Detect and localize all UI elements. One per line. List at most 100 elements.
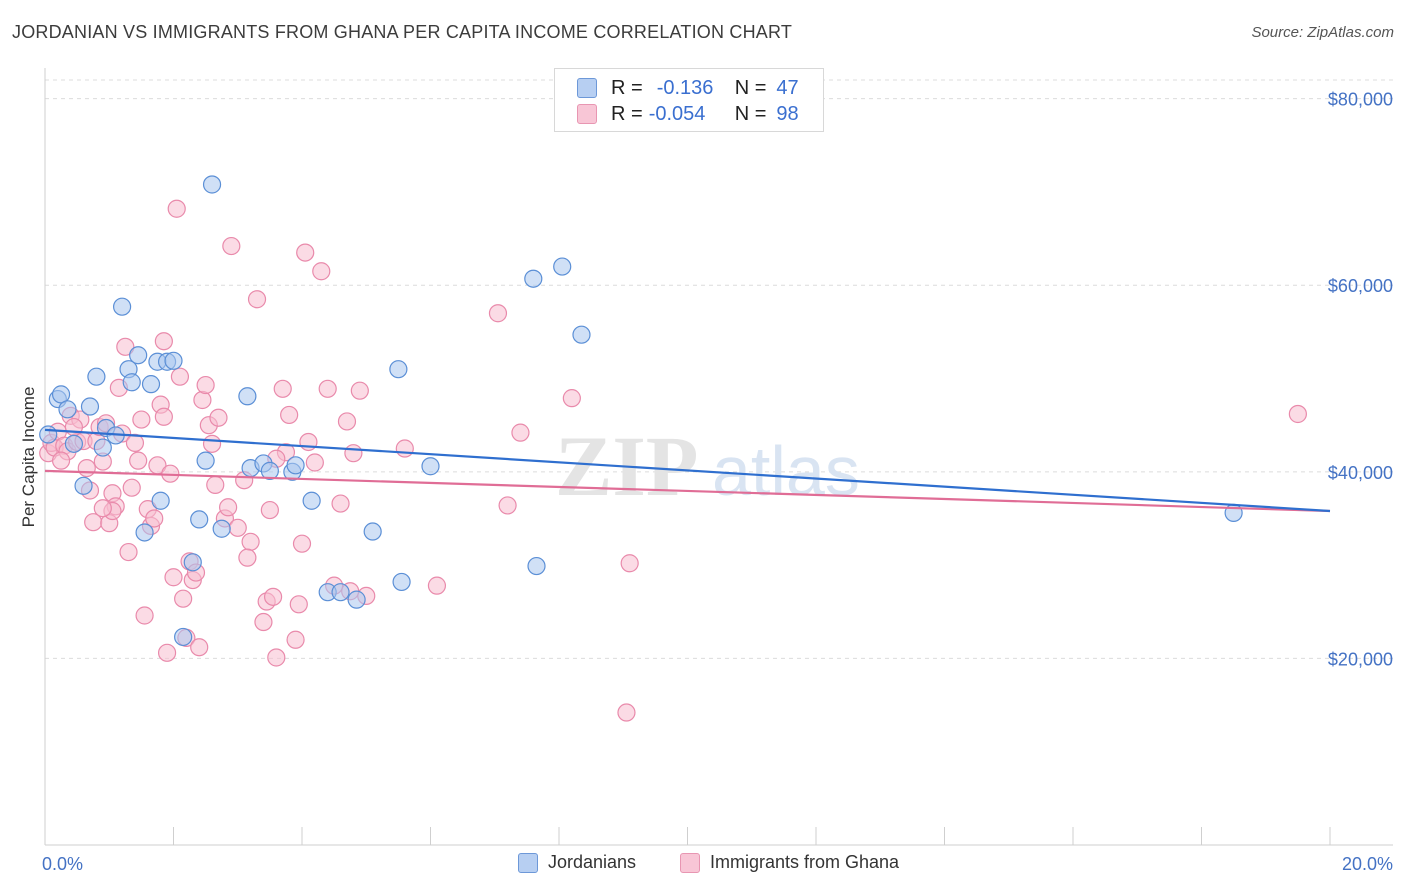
legend-swatch-pink [680, 852, 700, 873]
chart-title: JORDANIAN VS IMMIGRANTS FROM GHANA PER C… [12, 22, 793, 42]
data-point [302, 491, 321, 510]
data-point [141, 375, 161, 394]
data-point [145, 509, 164, 528]
r-label: R = [611, 76, 643, 99]
data-point [202, 434, 222, 453]
data-point [157, 643, 177, 662]
data-point [363, 522, 382, 541]
y-tick-label: $20,000 [1328, 649, 1393, 669]
y-tick-label: $40,000 [1328, 463, 1393, 483]
data-point [122, 373, 141, 392]
data-point [524, 269, 543, 288]
data-point [318, 379, 337, 398]
r-value: -0.136 [656, 76, 714, 99]
data-point [286, 630, 305, 649]
data-point [238, 548, 257, 567]
data-point [617, 703, 636, 722]
data-point [395, 439, 414, 458]
gridlines [45, 79, 1393, 659]
data-point [263, 587, 283, 606]
legend-item-jordanians[interactable]: Jordanians [518, 852, 636, 873]
data-point [51, 451, 71, 470]
source-label: Source: ZipAtlas.com [1251, 24, 1394, 41]
data-point [273, 379, 292, 398]
data-point [260, 461, 279, 480]
y-tick-label: $80,000 [1328, 90, 1393, 110]
legend-swatch-pink [577, 104, 597, 124]
data-point [488, 304, 508, 323]
data-point [219, 498, 238, 517]
data-point [292, 534, 312, 553]
data-point [247, 290, 267, 309]
data-point [119, 542, 138, 562]
n-label: N = [734, 102, 767, 125]
data-point [190, 638, 209, 657]
y-tick-labels: $20,000 $40,000 $60,000 $80,000 [1328, 90, 1393, 670]
data-point [154, 332, 173, 351]
data-point [64, 434, 84, 453]
data-point [112, 297, 132, 316]
legend-label-jordanians: Jordanians [548, 852, 637, 872]
data-point [296, 243, 315, 262]
data-point [154, 407, 173, 426]
data-point [392, 572, 411, 592]
data-point [183, 553, 202, 572]
legend-swatch-blue [577, 78, 597, 98]
data-point [347, 590, 366, 609]
watermark-atlas: atlas [712, 432, 860, 510]
data-point [80, 397, 100, 416]
data-point [572, 325, 591, 344]
data-point [132, 410, 151, 429]
legend-item-ghana[interactable]: Immigrants from Ghana [680, 852, 899, 873]
data-point [93, 499, 112, 518]
data-point [74, 476, 93, 495]
legend-row-jordanians: R = -0.136 N = 47 [577, 76, 799, 100]
x-tick-label-max: 20.0% [1342, 854, 1393, 874]
data-point [151, 491, 170, 510]
data-point [527, 556, 546, 576]
data-point [58, 400, 77, 419]
data-point [125, 433, 145, 453]
data-point [174, 589, 193, 608]
legend-swatch-blue [518, 852, 538, 873]
data-point [129, 451, 148, 470]
data-point [206, 475, 225, 494]
legend-label-ghana: Immigrants from Ghana [710, 852, 900, 872]
series-jordanians-points [39, 175, 1243, 647]
r-value: -0.054 [648, 102, 706, 125]
data-point [93, 438, 112, 457]
data-point [498, 496, 517, 515]
x-tick-label-min: 0.0% [42, 854, 83, 874]
n-label: N = [734, 76, 767, 99]
data-point [196, 451, 215, 470]
data-point [222, 236, 241, 256]
data-point [286, 456, 305, 475]
data-point [116, 337, 135, 356]
n-value: 98 [776, 102, 799, 125]
data-point [238, 387, 257, 406]
data-point [241, 532, 260, 551]
data-point [312, 262, 331, 281]
data-point [305, 453, 324, 472]
data-point [135, 606, 154, 625]
correlation-legend: R = -0.136 N = 47 R = -0.054 N = 98 [554, 68, 824, 132]
data-point [1288, 404, 1307, 424]
data-point [212, 519, 231, 538]
data-point [202, 175, 222, 194]
data-point [135, 523, 154, 542]
legend-row-ghana: R = -0.054 N = 98 [577, 102, 799, 126]
y-axis-title: Per Capita Income [19, 387, 38, 528]
data-point [350, 381, 369, 400]
r-label: R = [611, 102, 643, 125]
data-point [164, 351, 183, 370]
data-point [254, 612, 273, 632]
data-point [331, 583, 350, 602]
n-value: 47 [776, 76, 799, 99]
data-point [562, 389, 581, 408]
data-point [167, 199, 186, 218]
data-point [164, 568, 183, 587]
data-point [193, 390, 212, 410]
data-point [129, 346, 148, 365]
data-point [620, 554, 639, 573]
